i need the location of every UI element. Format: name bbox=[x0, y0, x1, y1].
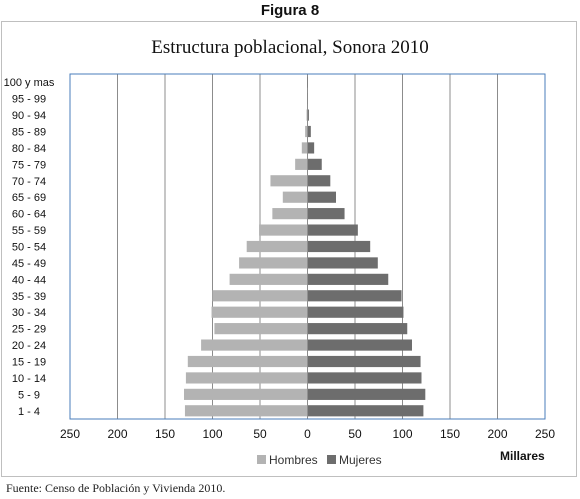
bar-hombres bbox=[305, 125, 308, 138]
bar-hombres bbox=[259, 224, 308, 236]
category-label: 50 - 54 bbox=[12, 242, 46, 254]
category-label: 60 - 64 bbox=[12, 209, 46, 221]
category-label: 95 - 99 bbox=[12, 94, 46, 106]
bar-hombres bbox=[272, 208, 308, 220]
bar-hombres bbox=[212, 290, 308, 302]
legend: Hombres Mujeres bbox=[257, 453, 382, 467]
bar-hombres bbox=[270, 175, 308, 187]
category-label: 75 - 79 bbox=[12, 159, 46, 171]
x-tick-label: 150 bbox=[440, 427, 460, 441]
bar-mujeres bbox=[307, 405, 424, 417]
bar-hombres bbox=[301, 142, 308, 154]
bar-hombres bbox=[295, 158, 308, 170]
category-label: 80 - 84 bbox=[12, 143, 46, 155]
bar-mujeres bbox=[307, 290, 402, 302]
bars bbox=[184, 76, 426, 417]
category-label: 30 - 34 bbox=[12, 307, 46, 319]
bar-mujeres bbox=[307, 158, 322, 170]
bar-mujeres bbox=[307, 355, 421, 368]
bar-mujeres bbox=[307, 339, 412, 351]
source-note: Fuente: Censo de Población y Vivienda 20… bbox=[6, 481, 226, 495]
bar-mujeres bbox=[307, 273, 389, 285]
x-axis-label: Millares bbox=[500, 449, 545, 463]
chart-area: Estructura poblacional, Sonora 2010 100 … bbox=[1, 21, 577, 477]
category-label: 55 - 59 bbox=[12, 225, 46, 237]
bar-hombres bbox=[201, 339, 308, 351]
bar-mujeres bbox=[307, 257, 378, 269]
category-label: 100 y mas bbox=[4, 77, 55, 89]
bar-hombres bbox=[239, 257, 308, 269]
bar-hombres bbox=[307, 93, 308, 105]
category-label: 15 - 19 bbox=[12, 357, 46, 369]
category-label: 70 - 74 bbox=[12, 176, 46, 188]
bar-hombres bbox=[229, 273, 308, 285]
bar-mujeres bbox=[307, 372, 422, 384]
bar-mujeres bbox=[307, 388, 426, 400]
category-label: 40 - 44 bbox=[12, 274, 46, 286]
bar-mujeres bbox=[307, 323, 408, 335]
x-tick-label: 50 bbox=[253, 427, 267, 441]
category-label: 25 - 29 bbox=[12, 324, 46, 336]
population-pyramid-chart: Estructura poblacional, Sonora 2010 100 … bbox=[4, 37, 556, 467]
bar-hombres bbox=[211, 306, 308, 318]
x-tick-labels: 250 200 150 100 50 0 50 100 150 200 250 bbox=[60, 427, 555, 441]
bar-mujeres bbox=[307, 175, 331, 187]
bar-hombres bbox=[184, 405, 308, 417]
bar-mujeres bbox=[307, 191, 336, 203]
category-label: 35 - 39 bbox=[12, 291, 46, 303]
category-labels: 100 y mas 95 - 99 90 - 94 85 - 89 80 - 84 75 … bbox=[4, 77, 55, 418]
legend-swatch-hombres bbox=[257, 455, 266, 464]
bar-mujeres bbox=[307, 240, 371, 253]
x-tick-label: 200 bbox=[107, 427, 127, 441]
bar-hombres bbox=[185, 372, 308, 384]
bar-hombres bbox=[214, 323, 308, 335]
category-label: 45 - 49 bbox=[12, 258, 46, 270]
category-label: 20 - 24 bbox=[12, 340, 46, 352]
category-label: 65 - 69 bbox=[12, 192, 46, 204]
bar-mujeres bbox=[307, 142, 315, 154]
chart-title: Estructura poblacional, Sonora 2010 bbox=[151, 37, 429, 58]
x-tick-label: 250 bbox=[60, 427, 80, 441]
x-tick-label: 150 bbox=[155, 427, 175, 441]
x-tick-label: 250 bbox=[535, 427, 555, 441]
bar-mujeres bbox=[307, 93, 308, 105]
bar-hombres bbox=[246, 240, 308, 253]
legend-swatch-mujeres bbox=[327, 455, 336, 464]
legend-label-mujeres: Mujeres bbox=[339, 453, 382, 467]
x-tick-label: 100 bbox=[392, 427, 412, 441]
bar-mujeres bbox=[307, 125, 311, 138]
bar-mujeres bbox=[307, 208, 345, 220]
bar-mujeres bbox=[307, 306, 404, 318]
plot-border bbox=[69, 73, 546, 420]
bar-hombres bbox=[187, 355, 308, 368]
bar-mujeres bbox=[307, 76, 308, 88]
category-label: 5 - 9 bbox=[18, 389, 40, 401]
category-label: 10 - 14 bbox=[12, 373, 46, 385]
bar-mujeres bbox=[307, 109, 309, 121]
x-tick-label: 50 bbox=[348, 427, 362, 441]
x-tick-label: 0 bbox=[304, 427, 311, 441]
bar-hombres bbox=[184, 388, 308, 400]
x-tick-label: 200 bbox=[487, 427, 507, 441]
category-label: 85 - 89 bbox=[12, 127, 46, 139]
category-label: 1 - 4 bbox=[18, 406, 40, 418]
figure-label: Figura 8 bbox=[260, 2, 320, 19]
legend-label-hombres: Hombres bbox=[269, 453, 318, 467]
x-tick-label: 100 bbox=[202, 427, 222, 441]
bar-hombres bbox=[306, 109, 308, 121]
category-label: 90 - 94 bbox=[12, 110, 46, 122]
bar-hombres bbox=[282, 191, 308, 203]
bar-mujeres bbox=[307, 224, 358, 236]
